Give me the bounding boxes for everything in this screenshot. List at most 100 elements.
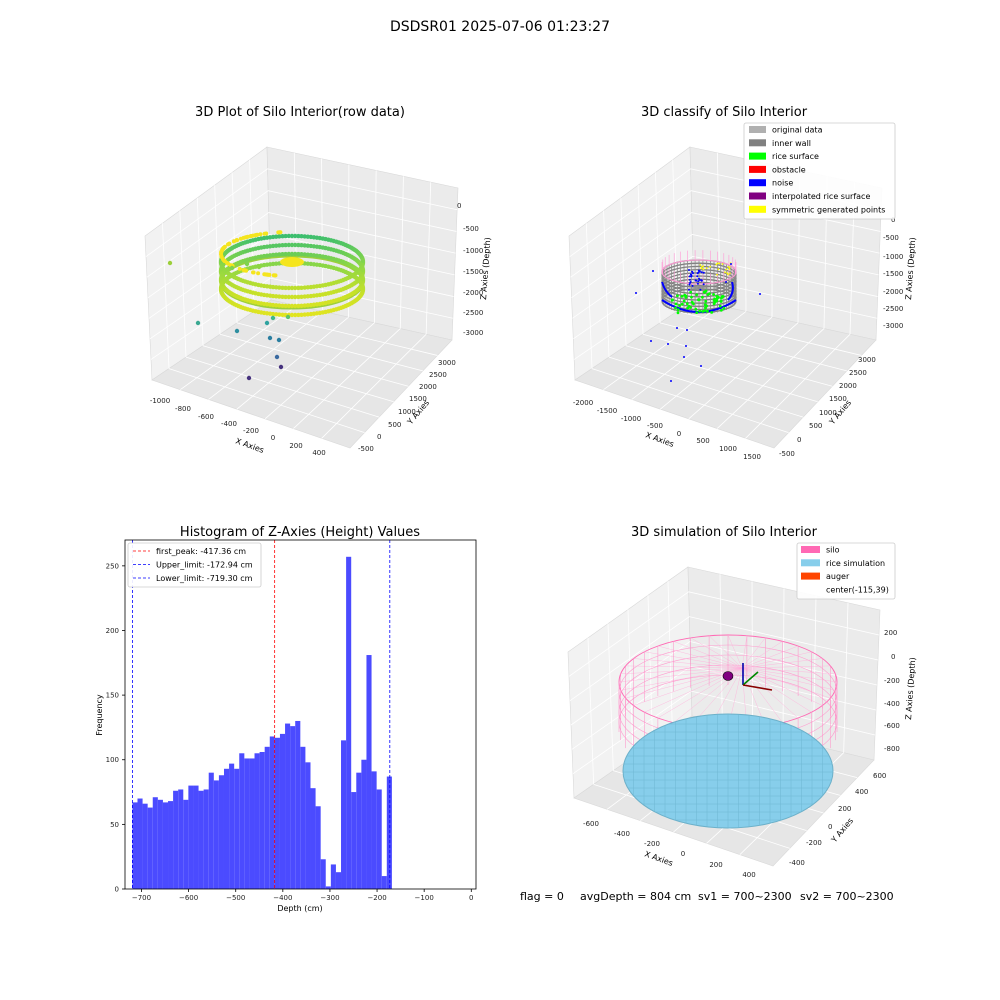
raw-ztick: 0 bbox=[457, 202, 461, 210]
classify-noise-point bbox=[696, 282, 699, 285]
raw-gridline bbox=[236, 322, 423, 372]
classify-symmetric-point bbox=[716, 262, 719, 265]
avg-depth-text: avgDepth = 804 cm bbox=[580, 890, 691, 903]
raw-outlier-point bbox=[234, 328, 240, 334]
simulation-legend-label: silo bbox=[826, 546, 840, 555]
classify-noise-point bbox=[690, 274, 693, 277]
histogram-bar bbox=[244, 758, 250, 889]
silo-roof-line bbox=[618, 667, 743, 683]
classify-legend-frame bbox=[743, 122, 896, 220]
histogram-bars bbox=[132, 556, 392, 889]
classify-x-axis-label: X Axies bbox=[644, 430, 675, 449]
classify-rice-point bbox=[678, 304, 681, 307]
classify-gridline bbox=[573, 277, 877, 360]
raw-point bbox=[293, 294, 298, 300]
histogram-bar bbox=[295, 720, 301, 889]
raw-gridline bbox=[168, 368, 365, 433]
histogram-bar bbox=[386, 776, 392, 889]
classify-symmetric-point bbox=[717, 268, 720, 271]
classify-noise-point bbox=[696, 275, 699, 278]
simulation-xtick: -400 bbox=[614, 830, 630, 838]
raw-point bbox=[289, 285, 295, 291]
raw-gridline bbox=[425, 182, 432, 335]
classify-ztick: -3000 bbox=[883, 322, 903, 330]
classify-noise-point bbox=[688, 283, 691, 286]
classify-rice-point bbox=[718, 304, 722, 308]
classify-rice-point bbox=[674, 302, 678, 306]
histogram-y-axis-label: Frequency bbox=[95, 694, 104, 736]
histogram-bar bbox=[305, 762, 311, 889]
silo-roof-line bbox=[625, 667, 743, 699]
classify-ytick: 1000 bbox=[819, 409, 837, 417]
classify-gridline bbox=[655, 172, 661, 323]
silo-roof-line bbox=[741, 665, 831, 669]
silo-roof-line bbox=[741, 667, 783, 723]
raw-point bbox=[280, 312, 285, 317]
classify-noise-rim bbox=[661, 281, 673, 298]
classify-rice-point bbox=[701, 295, 704, 299]
simulation-ytick: 200 bbox=[838, 805, 851, 813]
silo-roof-line bbox=[708, 635, 743, 669]
classify-noise-point bbox=[686, 329, 688, 331]
classify-rice-point bbox=[686, 306, 689, 310]
silo-roof-line bbox=[741, 667, 799, 719]
raw-point bbox=[264, 231, 269, 236]
histogram-bar bbox=[162, 802, 169, 889]
histogram-legend: first_peak: -417.36 cm Upper_limit: -172.… bbox=[127, 542, 262, 588]
histogram-bar bbox=[183, 799, 189, 889]
classify-rice-point bbox=[701, 310, 704, 313]
raw-ytick: 2500 bbox=[429, 371, 447, 379]
classify-rice-point bbox=[690, 295, 693, 299]
raw-point bbox=[237, 266, 242, 271]
raw-point bbox=[219, 250, 224, 255]
classify-ztick: -1000 bbox=[883, 253, 903, 261]
classify-x-ticks: -2000 -1500 -1000 -500 0 500 1000 1500 bbox=[573, 399, 761, 461]
classify-symmetric-point bbox=[705, 267, 708, 269]
classify-z-ticks: 0 -500 -1000 -1500 -2000 -2500 -3000 bbox=[883, 216, 903, 330]
raw-gridline bbox=[399, 176, 404, 329]
raw-outlier-point bbox=[274, 354, 280, 360]
classify-noise-point bbox=[676, 327, 678, 329]
raw-point bbox=[360, 276, 366, 281]
raw-point bbox=[286, 294, 291, 300]
raw-ytick: 1000 bbox=[398, 408, 416, 416]
classify-panel-title: 3D classify of Silo Interior bbox=[641, 105, 808, 120]
classify-rice-point bbox=[682, 299, 686, 303]
histogram-bar bbox=[173, 790, 179, 889]
classify-ytick: -500 bbox=[779, 450, 795, 458]
classify-gridline bbox=[571, 212, 880, 299]
silo-roof-line bbox=[741, 658, 823, 669]
raw-gridline bbox=[208, 311, 323, 400]
classify-gridline bbox=[585, 223, 593, 369]
classify-gridline bbox=[637, 185, 644, 335]
histogram-bar bbox=[229, 763, 235, 889]
classify-ztick: -2500 bbox=[883, 305, 903, 313]
classify-noise-point bbox=[697, 280, 700, 283]
raw-point bbox=[255, 232, 260, 237]
classify-noise-point bbox=[635, 292, 637, 294]
classify-y-ticks: -500 0 500 1000 1500 2000 2500 3000 bbox=[779, 356, 876, 458]
histogram-bar bbox=[178, 789, 184, 889]
histogram-legend-label: first_peak: -417.36 cm bbox=[156, 547, 246, 556]
simulation-xtick: 400 bbox=[742, 871, 755, 879]
raw-gridline bbox=[145, 168, 458, 257]
classify-gridline bbox=[688, 322, 799, 420]
silo-roof-line bbox=[741, 667, 836, 674]
simulation-legend-frame bbox=[796, 542, 896, 600]
raw-gridline bbox=[374, 170, 377, 323]
classify-symmetric-point bbox=[702, 268, 705, 271]
raw-point bbox=[299, 312, 304, 317]
classify-rice-point bbox=[674, 306, 677, 310]
classify-symmetric-point bbox=[700, 266, 703, 268]
raw-point bbox=[283, 251, 288, 257]
classify-xtick: 1000 bbox=[719, 445, 737, 453]
raw-gridline bbox=[162, 223, 170, 369]
classify-rice-point bbox=[710, 311, 714, 314]
silo-roof-line bbox=[633, 658, 743, 669]
status-info-line: flag = 0 avgDepth = 804 cm sv1 = 700~230… bbox=[520, 890, 894, 903]
classify-rice-point bbox=[676, 308, 680, 311]
raw-point bbox=[289, 233, 295, 239]
classify-rice-point bbox=[694, 307, 698, 311]
classify-rice-point bbox=[715, 297, 719, 300]
classify-rice-point bbox=[671, 298, 675, 302]
